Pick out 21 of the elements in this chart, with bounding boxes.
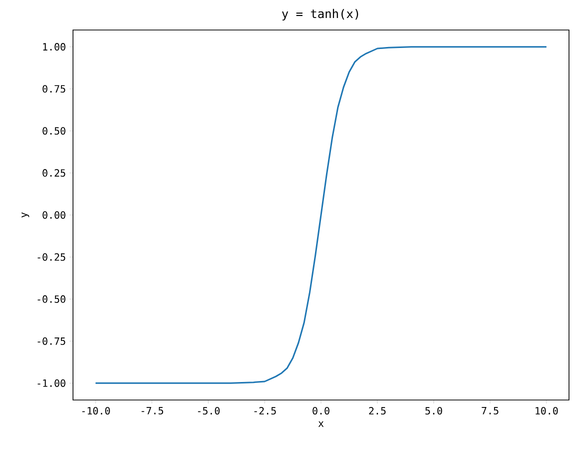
y-tick-label: 0.75 [42, 85, 66, 93]
x-tick-label: 10.0 [536, 407, 558, 415]
x-tick-label: -2.5 [254, 407, 276, 415]
x-tick-label: 0.0 [312, 407, 330, 415]
y-tick-label: 0.00 [42, 211, 66, 219]
x-tick-label: -10.0 [82, 407, 110, 415]
y-tick-label: -0.50 [38, 295, 66, 303]
x-tick-label: 7.5 [482, 407, 498, 414]
x-tick-label: -5.0 [198, 407, 220, 415]
y-axis-title: y [22, 212, 30, 218]
x-axis-title: x [318, 421, 324, 427]
y-tick-label: -0.75 [38, 337, 66, 345]
y-tick-label: 1.00 [43, 43, 66, 51]
y-tick-label: -0.25 [38, 253, 66, 261]
x-tick-label: 5.0 [425, 407, 442, 415]
y-tick-label: 0.50 [42, 127, 66, 135]
x-tick-label: 2.5 [369, 407, 386, 415]
chart-title: y = tanh(x) [282, 8, 358, 20]
y-tick-label: 0.25 [42, 169, 66, 177]
x-tick-label: -7.5 [142, 407, 164, 414]
y-tick-label: -1.00 [38, 379, 66, 387]
